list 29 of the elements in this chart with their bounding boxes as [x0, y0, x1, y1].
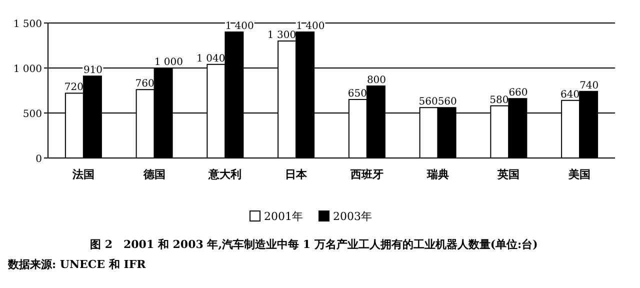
legend-label: 2001年 [264, 210, 303, 223]
x-tick-label: 瑞典 [426, 168, 449, 181]
y-tick-label: 1 000 [13, 64, 42, 75]
data-label: 1 040 [196, 53, 226, 64]
data-label: 560 [418, 96, 438, 108]
x-tick-label: 德国 [142, 168, 166, 181]
caption: 图 2 2001 和 2003 年,汽车制造业中每 1 万名产业工人拥有的工业机器人数量(单位:台) [90, 238, 538, 251]
x-tick-label: 英国 [496, 168, 520, 181]
data-label: 800 [366, 75, 386, 86]
x-tick-label: 法国 [71, 168, 94, 181]
data-label: 560 [438, 96, 457, 108]
data-label: 760 [135, 78, 154, 90]
y-tick-label: 0 [36, 154, 42, 165]
data-label: 650 [348, 88, 367, 100]
x-tick-label: 西班牙 [349, 168, 384, 181]
x-tick-label: 日本 [285, 168, 308, 181]
data-label: 720 [64, 82, 84, 94]
source-note: 数据来源: UNECE 和 IFR [7, 258, 147, 271]
x-tick-label: 意大利 [208, 168, 242, 181]
legend-label: 2003年 [333, 210, 372, 223]
data-label: 740 [580, 80, 599, 92]
x-tick-label: 美国 [568, 168, 591, 181]
data-label: 1 300 [267, 30, 296, 41]
data-label: 640 [560, 89, 580, 100]
data-label: 660 [508, 88, 528, 99]
data-label: 580 [490, 94, 509, 106]
y-tick-label: 1 500 [13, 19, 42, 30]
y-tick-label: 500 [22, 109, 42, 120]
data-label: 1 000 [154, 57, 183, 68]
